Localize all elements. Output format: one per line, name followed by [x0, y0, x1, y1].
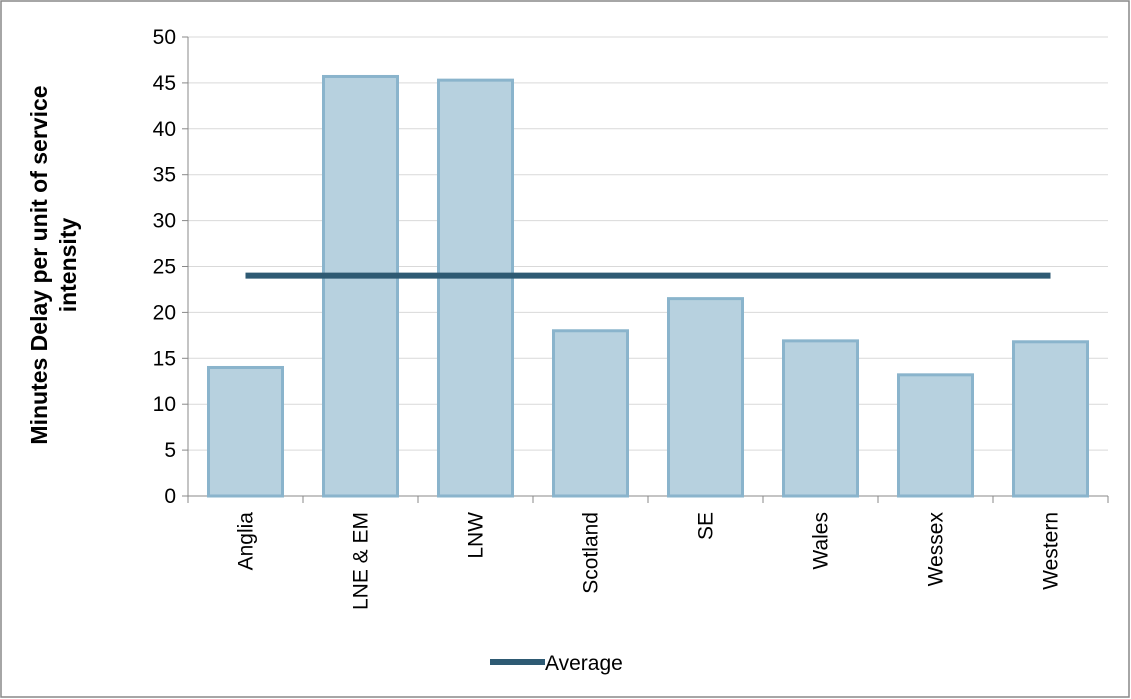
y-tick-label: 35: [153, 164, 176, 187]
bar: [552, 329, 629, 498]
bar: [897, 373, 974, 498]
y-tick-label: 20: [153, 301, 176, 324]
x-tick-label: Wessex: [925, 512, 948, 587]
x-tick-label: LNE & EM: [350, 512, 373, 610]
y-tick-label: 0: [164, 485, 176, 508]
x-tick-label: Western: [1040, 512, 1063, 590]
y-tick-label: 45: [153, 72, 176, 95]
x-tick-label: LNW: [465, 512, 488, 559]
y-tick-label: 15: [153, 347, 176, 370]
bar: [667, 297, 744, 498]
x-tick-label: SE: [695, 512, 718, 540]
bar: [207, 365, 284, 498]
x-tick-label: Anglia: [235, 512, 258, 571]
y-axis-label: Minutes Delay per unit of service intens…: [26, 85, 81, 445]
bar: [322, 74, 399, 498]
bar: [1012, 340, 1089, 498]
bar: [437, 78, 514, 498]
y-tick-label: 25: [153, 256, 176, 279]
bar: [782, 339, 859, 498]
y-tick-label: 40: [153, 118, 176, 141]
legend-label: Average: [545, 652, 623, 675]
y-tick-label: 10: [153, 393, 176, 416]
x-tick-label: Scotland: [580, 512, 603, 594]
y-tick-label: 30: [153, 210, 176, 233]
y-tick-label: 5: [164, 439, 176, 462]
x-tick-label: Wales: [810, 512, 833, 570]
y-tick-label: 50: [153, 26, 176, 49]
